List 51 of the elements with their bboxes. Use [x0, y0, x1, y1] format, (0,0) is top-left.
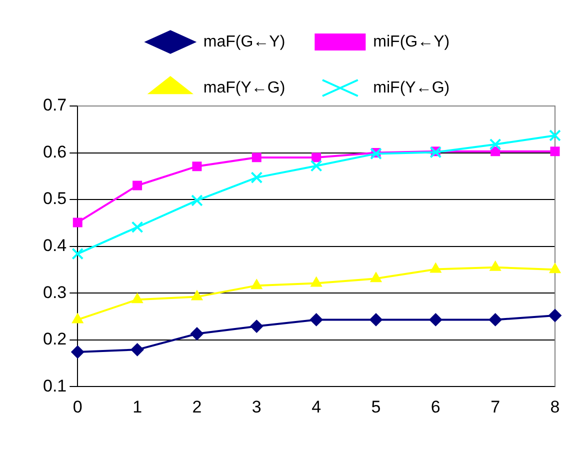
y-tick-label: 0.3 [42, 282, 67, 302]
point [130, 343, 144, 356]
point [252, 152, 262, 162]
point [72, 248, 84, 260]
x-tick-label: 5 [371, 397, 381, 416]
point [72, 313, 84, 324]
x-tick-label: 7 [490, 397, 500, 416]
x-tick-label: 4 [312, 397, 322, 416]
point [490, 260, 502, 271]
point [250, 279, 262, 290]
point [191, 194, 203, 206]
legend-label: miF(Y←G) [373, 79, 450, 96]
point [72, 218, 82, 228]
point [71, 345, 84, 358]
point [310, 313, 323, 326]
point [250, 320, 264, 333]
point [191, 290, 203, 300]
point [190, 327, 204, 340]
y-tick-label: 0.6 [42, 142, 67, 162]
point [132, 180, 142, 190]
point [250, 172, 263, 184]
y-tick-label: 0.1 [42, 376, 67, 396]
x-tick-label: 0 [72, 397, 82, 416]
point [132, 293, 143, 304]
point [549, 130, 561, 142]
y-tick-label: 0.5 [42, 189, 67, 208]
point [548, 309, 562, 322]
point [310, 160, 322, 172]
y-tick-label: 0.2 [42, 330, 67, 349]
x-tick-label: 1 [132, 397, 142, 416]
point [430, 262, 442, 273]
point [489, 138, 502, 150]
point [370, 272, 382, 282]
legend-label: maF(G←Y) [203, 33, 286, 50]
legend-label: miF(G←Y) [373, 33, 450, 50]
point [192, 162, 202, 172]
point [131, 221, 144, 234]
point [550, 146, 560, 156]
legend-label: maF(Y←G) [203, 79, 286, 96]
point [310, 276, 322, 287]
point [429, 313, 442, 326]
y-tick-label: 0.4 [42, 236, 67, 255]
x-tick-label: 6 [430, 397, 440, 416]
point [369, 313, 382, 326]
x-tick-label: 3 [252, 397, 262, 416]
point [312, 152, 322, 162]
y-tick-label: 0.7 [42, 96, 67, 115]
point [549, 263, 561, 274]
x-tick-label: 8 [550, 397, 560, 416]
point [488, 313, 502, 326]
x-tick-label: 2 [192, 397, 202, 416]
